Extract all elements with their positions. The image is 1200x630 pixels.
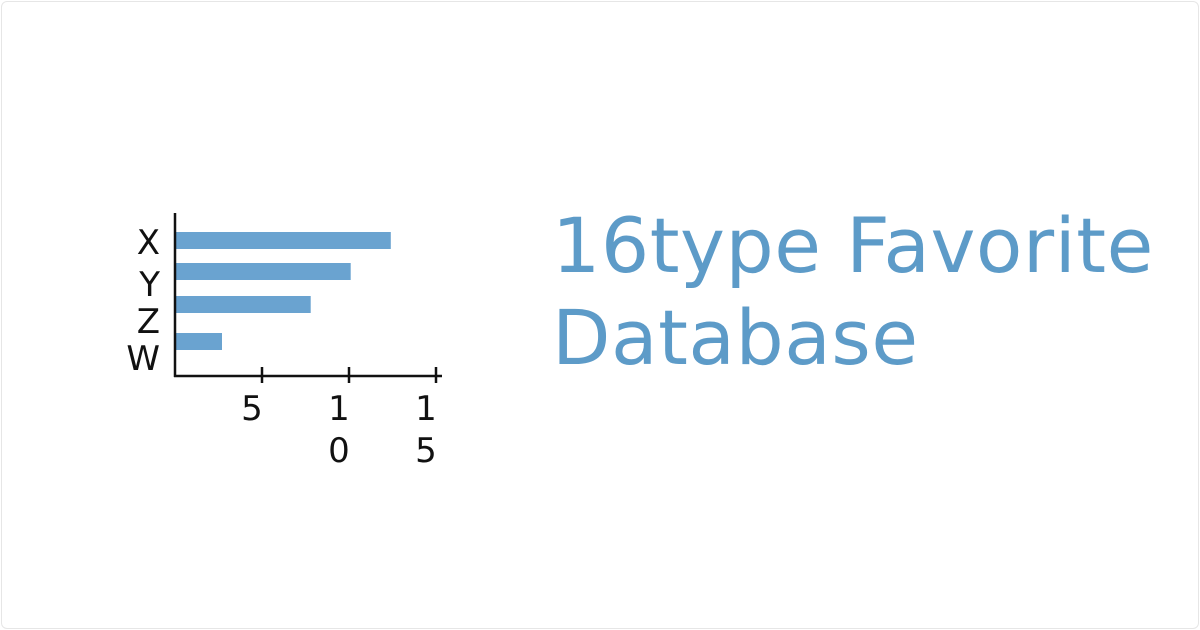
bars-layer (175, 232, 391, 350)
category-label-x: X (137, 223, 160, 263)
x-tick-label-15-line-2: 5 (415, 431, 437, 471)
category-label-z: Z (137, 302, 160, 342)
category-label-y: Y (138, 265, 160, 305)
bar-w (175, 333, 222, 350)
bar-y (175, 263, 351, 280)
site-title-line-2: Database (552, 293, 919, 382)
bar-x (175, 232, 391, 249)
site-title: 16type Favorite Database (552, 200, 1154, 384)
x-tick-label-5-line-1: 5 (241, 389, 263, 429)
category-label-w: W (126, 339, 160, 379)
x-tick-label-10-line-2: 0 (328, 431, 350, 471)
x-tick-label-10-line-1: 1 (328, 389, 350, 429)
bar-z (175, 296, 311, 313)
site-title-line-1: 16type Favorite (552, 201, 1154, 290)
x-tick-label-15-line-1: 1 (415, 389, 437, 429)
